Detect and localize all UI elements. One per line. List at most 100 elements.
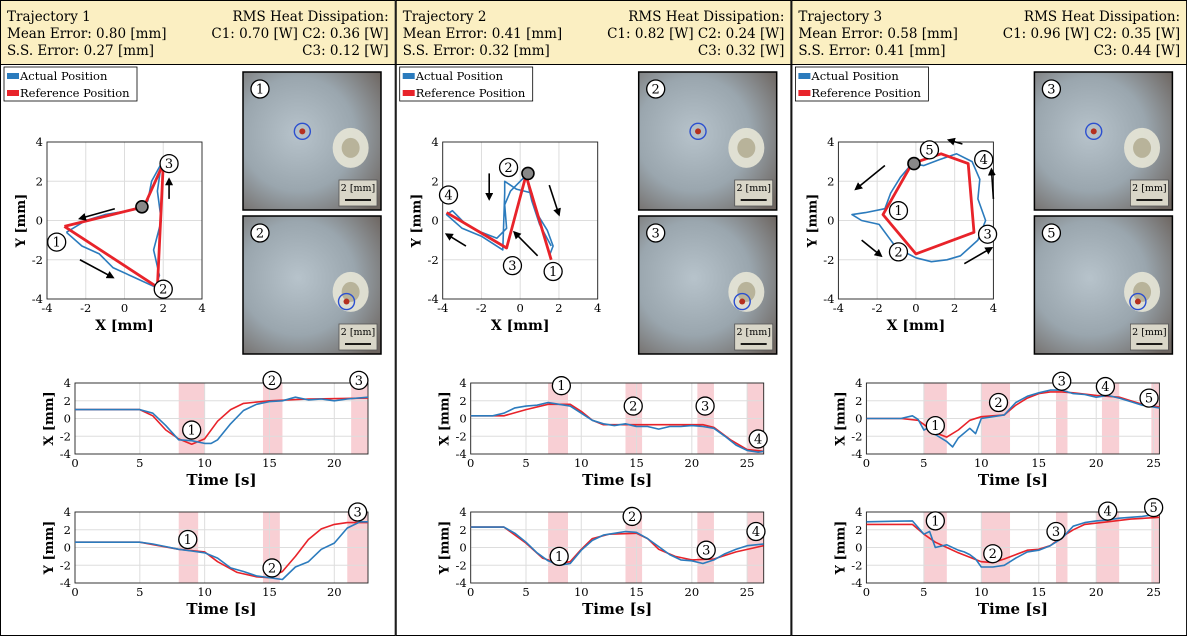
x-tick-label-4: 20 — [327, 585, 342, 599]
x-tick-label-2: 0 — [517, 301, 524, 315]
c1-c2-values: C1: 0.82 [W] C2: 0.24 [W] — [607, 26, 784, 42]
x-tick-label-2: 10 — [974, 585, 989, 599]
ss-error: S.S. Error: 0.32 [mm] — [403, 43, 550, 59]
x-tick-label-0: 0 — [467, 585, 474, 599]
photo-waypoint-1-circle — [250, 79, 270, 99]
waypoint-1-circle — [925, 415, 945, 436]
x-tick-label-4: 20 — [1089, 456, 1104, 470]
y-axis-label: X [mm] — [438, 391, 453, 445]
x-axis-label: X [mm] — [95, 318, 154, 334]
rms-heading: RMS Heat Dissipation: — [628, 9, 784, 25]
direction-arrow-4 — [987, 167, 996, 199]
y-tick-label-2: 0 — [36, 214, 43, 228]
header-box — [395, 0, 792, 65]
waypoint-3-circle — [695, 396, 715, 416]
x-tick-label-3: 15 — [1031, 585, 1046, 599]
x-tick-label-0: -4 — [833, 301, 844, 315]
y-tick-label-4: 4 — [459, 376, 466, 390]
waypoint-4-circle — [1098, 501, 1118, 521]
x-tick-label-5: 25 — [740, 585, 755, 599]
mean-error: Mean Error: 0.58 [mm] — [798, 26, 958, 42]
c3-value: C3: 0.32 [W] — [698, 43, 785, 59]
photo-waypoint-5-circle — [1041, 223, 1062, 243]
waypoint-1-circle — [543, 261, 563, 282]
y-tick-label-2: 0 — [64, 412, 71, 426]
waypoint-4: 4 — [438, 185, 459, 205]
axes-frame — [865, 511, 1160, 584]
y-tick-label-4: 4 — [64, 376, 71, 390]
waypoint-1-circle — [551, 376, 572, 396]
trajectory-title: Trajectory 1 — [7, 9, 91, 25]
photo-well — [737, 281, 756, 302]
waypoint-1-circle — [178, 529, 198, 550]
plot-xy: -4 -2 0 2 4 -4 -2 0 2 4 X [mm] Y [mm] 1 2 3 — [14, 135, 206, 334]
waypoint-2-circle — [983, 544, 1003, 564]
x-axis-label: Time [s] — [582, 600, 652, 618]
legend-box — [795, 66, 929, 102]
waypoint-1: 1 — [543, 261, 563, 282]
photo-well — [341, 137, 360, 158]
x-tick-label-3: 15 — [1031, 456, 1046, 470]
photo-waypoint-5: 5 — [1041, 223, 1062, 243]
waypoint-1-circle — [925, 511, 945, 531]
photo-waypoint-2-label: 2 — [256, 227, 264, 242]
direction-arrow-3 — [512, 230, 539, 257]
legend-label-reference: Reference Position — [811, 86, 921, 100]
target-ring — [1085, 122, 1103, 141]
y-tick-label-1: -2 — [455, 558, 466, 572]
y-tick-label-0: -4 — [851, 576, 862, 590]
waypoint-3-label: 3 — [508, 259, 516, 274]
waypoint-3: 3 — [696, 540, 716, 560]
waypoint-3: 3 — [977, 224, 998, 244]
waypoint-2: 2 — [988, 392, 1009, 413]
x-axis-label: X [mm] — [887, 318, 946, 334]
waypoint-1-label: 1 — [931, 419, 939, 434]
waypoint-1-circle — [182, 420, 202, 440]
waypoint-4: 4 — [1095, 376, 1116, 397]
waypoint-3: 3 — [347, 502, 368, 522]
start-marker — [907, 156, 921, 171]
scale-bar-label: 2 [mm] — [1132, 183, 1167, 194]
scale-bar-box — [338, 323, 378, 351]
c1-c2-values: C1: 0.70 [W] C2: 0.36 [W] — [211, 26, 388, 42]
x-axis-label: Time [s] — [978, 471, 1048, 489]
photo-waypoint-1-label: 1 — [256, 83, 264, 98]
trajectory-title: Trajectory 2 — [403, 9, 487, 25]
waypoint-2-label: 2 — [894, 245, 902, 260]
y-tick-label-3: 2 — [64, 394, 71, 408]
x-tick-label-1: 5 — [920, 585, 927, 599]
y-tick-label-3: 2 — [459, 523, 466, 537]
actual-line — [65, 162, 163, 288]
waypoint-1: 1 — [178, 529, 198, 550]
y-tick-label-0: -4 — [823, 292, 834, 306]
waypoint-3-label: 3 — [702, 544, 710, 559]
y-tick-label-3: 2 — [855, 523, 862, 537]
waypoint-3-circle — [1052, 371, 1072, 391]
scale-bar-label: 2 [mm] — [341, 183, 376, 194]
y-tick-label-0: -4 — [60, 576, 71, 590]
x-tick-label-2: 0 — [912, 301, 919, 315]
x-tick-label-3: 15 — [262, 456, 277, 470]
waypoint-2-label: 2 — [268, 374, 276, 389]
waypoint-3-label: 3 — [1058, 375, 1066, 390]
target-ring — [733, 292, 751, 311]
x-tick-label-3: 15 — [262, 585, 277, 599]
y-tick-label-1: -2 — [60, 558, 71, 572]
microscope-photo-1: 1 2 [mm] — [242, 71, 382, 211]
axes-frame — [837, 141, 994, 300]
y-axis-label: X [mm] — [833, 391, 848, 445]
x-tick-label-4: 4 — [198, 301, 205, 315]
x-tick-label-4: 20 — [327, 456, 342, 470]
ss-error: S.S. Error: 0.27 [mm] — [7, 43, 154, 59]
microscope-photo-2: 3 2 [mm] — [637, 215, 778, 355]
x-tick-label-2: 10 — [574, 585, 589, 599]
waypoint-2-label: 2 — [504, 161, 512, 176]
waypoint-3: 3 — [159, 153, 179, 174]
rms-heading: RMS Heat Dissipation: — [1024, 9, 1180, 25]
waypoint-3-circle — [159, 153, 179, 174]
waypoint-3-circle — [502, 255, 523, 276]
y-tick-label-2: 0 — [459, 412, 466, 426]
